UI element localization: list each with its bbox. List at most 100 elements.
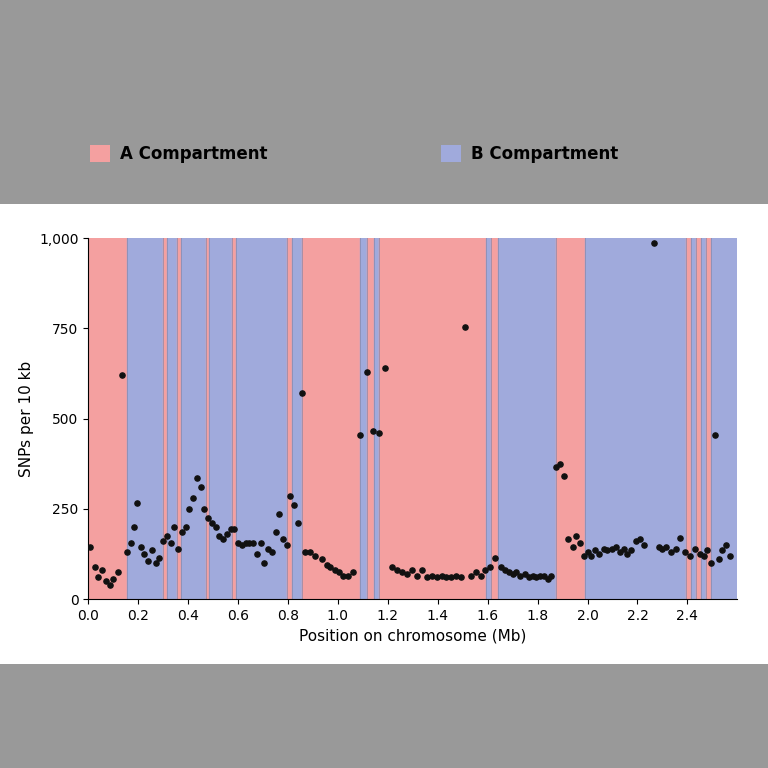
Point bbox=[530, 571, 542, 584]
Point bbox=[88, 561, 101, 573]
Point bbox=[262, 542, 274, 554]
Point bbox=[614, 546, 626, 558]
Point bbox=[288, 499, 300, 511]
Point bbox=[585, 550, 598, 562]
Point bbox=[276, 533, 289, 545]
Point bbox=[92, 571, 104, 584]
Point bbox=[292, 517, 304, 529]
Point bbox=[709, 429, 721, 441]
Point bbox=[574, 537, 586, 549]
Point bbox=[224, 522, 237, 535]
Point bbox=[150, 557, 162, 569]
Point bbox=[100, 574, 112, 587]
Point bbox=[190, 472, 203, 485]
Y-axis label: SNPs per 10 kb: SNPs per 10 kb bbox=[18, 360, 34, 477]
Point bbox=[280, 539, 293, 551]
Point bbox=[716, 545, 728, 557]
Point bbox=[713, 553, 725, 565]
Point bbox=[495, 561, 508, 573]
Point bbox=[342, 569, 354, 581]
Point bbox=[296, 387, 308, 399]
Point bbox=[250, 548, 263, 560]
Point bbox=[425, 569, 438, 581]
Point bbox=[634, 533, 646, 545]
Point bbox=[154, 551, 166, 564]
Point bbox=[134, 541, 147, 553]
Point bbox=[157, 535, 169, 548]
Point bbox=[121, 546, 133, 558]
Point bbox=[161, 530, 173, 542]
Point bbox=[689, 542, 701, 554]
Bar bbox=[379, 238, 486, 599]
Point bbox=[116, 369, 128, 382]
Point bbox=[475, 569, 488, 581]
Point bbox=[503, 566, 515, 578]
Point bbox=[310, 550, 322, 562]
Point bbox=[258, 557, 270, 569]
Bar bbox=[232, 238, 236, 599]
Point bbox=[470, 566, 482, 578]
Point bbox=[660, 541, 672, 553]
Bar bbox=[292, 238, 302, 599]
Point bbox=[84, 541, 97, 553]
Point bbox=[107, 573, 120, 585]
Point bbox=[128, 521, 141, 533]
Point bbox=[625, 545, 637, 557]
Point bbox=[284, 490, 296, 502]
Point bbox=[523, 571, 535, 584]
Point bbox=[684, 550, 696, 562]
Point bbox=[440, 571, 452, 584]
Point bbox=[104, 578, 116, 591]
Point bbox=[621, 548, 634, 560]
Point bbox=[354, 429, 366, 441]
Point bbox=[124, 537, 137, 549]
Point bbox=[217, 533, 229, 545]
Point bbox=[316, 553, 328, 565]
Point bbox=[247, 537, 259, 549]
Bar bbox=[492, 238, 498, 599]
Point bbox=[210, 521, 222, 533]
Point bbox=[172, 542, 184, 554]
Point bbox=[670, 542, 682, 554]
Bar bbox=[486, 238, 492, 599]
Point bbox=[406, 564, 418, 576]
Point bbox=[484, 561, 496, 573]
Legend: B Compartment: B Compartment bbox=[434, 138, 624, 170]
Point bbox=[653, 541, 665, 553]
Point bbox=[138, 548, 151, 560]
Point bbox=[400, 568, 412, 580]
Point bbox=[455, 571, 468, 584]
Bar bbox=[127, 238, 163, 599]
Point bbox=[637, 539, 650, 551]
Point bbox=[194, 481, 207, 493]
Point bbox=[240, 537, 252, 549]
Point bbox=[694, 548, 706, 560]
Point bbox=[550, 461, 562, 473]
Point bbox=[566, 541, 578, 553]
X-axis label: Position on chromosome (Mb): Position on chromosome (Mb) bbox=[299, 628, 527, 644]
Point bbox=[538, 569, 550, 581]
Point bbox=[723, 550, 736, 562]
Point bbox=[329, 564, 342, 576]
Bar bbox=[206, 238, 210, 599]
Point bbox=[373, 427, 386, 439]
Point bbox=[415, 564, 428, 576]
Point bbox=[346, 566, 359, 578]
Point bbox=[214, 530, 226, 542]
Point bbox=[96, 564, 108, 576]
Point bbox=[228, 522, 240, 535]
Bar bbox=[706, 238, 711, 599]
Point bbox=[410, 569, 422, 581]
Point bbox=[534, 569, 546, 581]
Point bbox=[390, 564, 402, 576]
Bar bbox=[167, 238, 177, 599]
Point bbox=[187, 492, 199, 504]
Point bbox=[558, 470, 570, 482]
Point bbox=[366, 425, 379, 437]
Point bbox=[360, 366, 372, 378]
Point bbox=[578, 550, 590, 562]
Point bbox=[232, 537, 244, 549]
Point bbox=[336, 569, 349, 581]
Point bbox=[561, 533, 574, 545]
Point bbox=[450, 569, 462, 581]
